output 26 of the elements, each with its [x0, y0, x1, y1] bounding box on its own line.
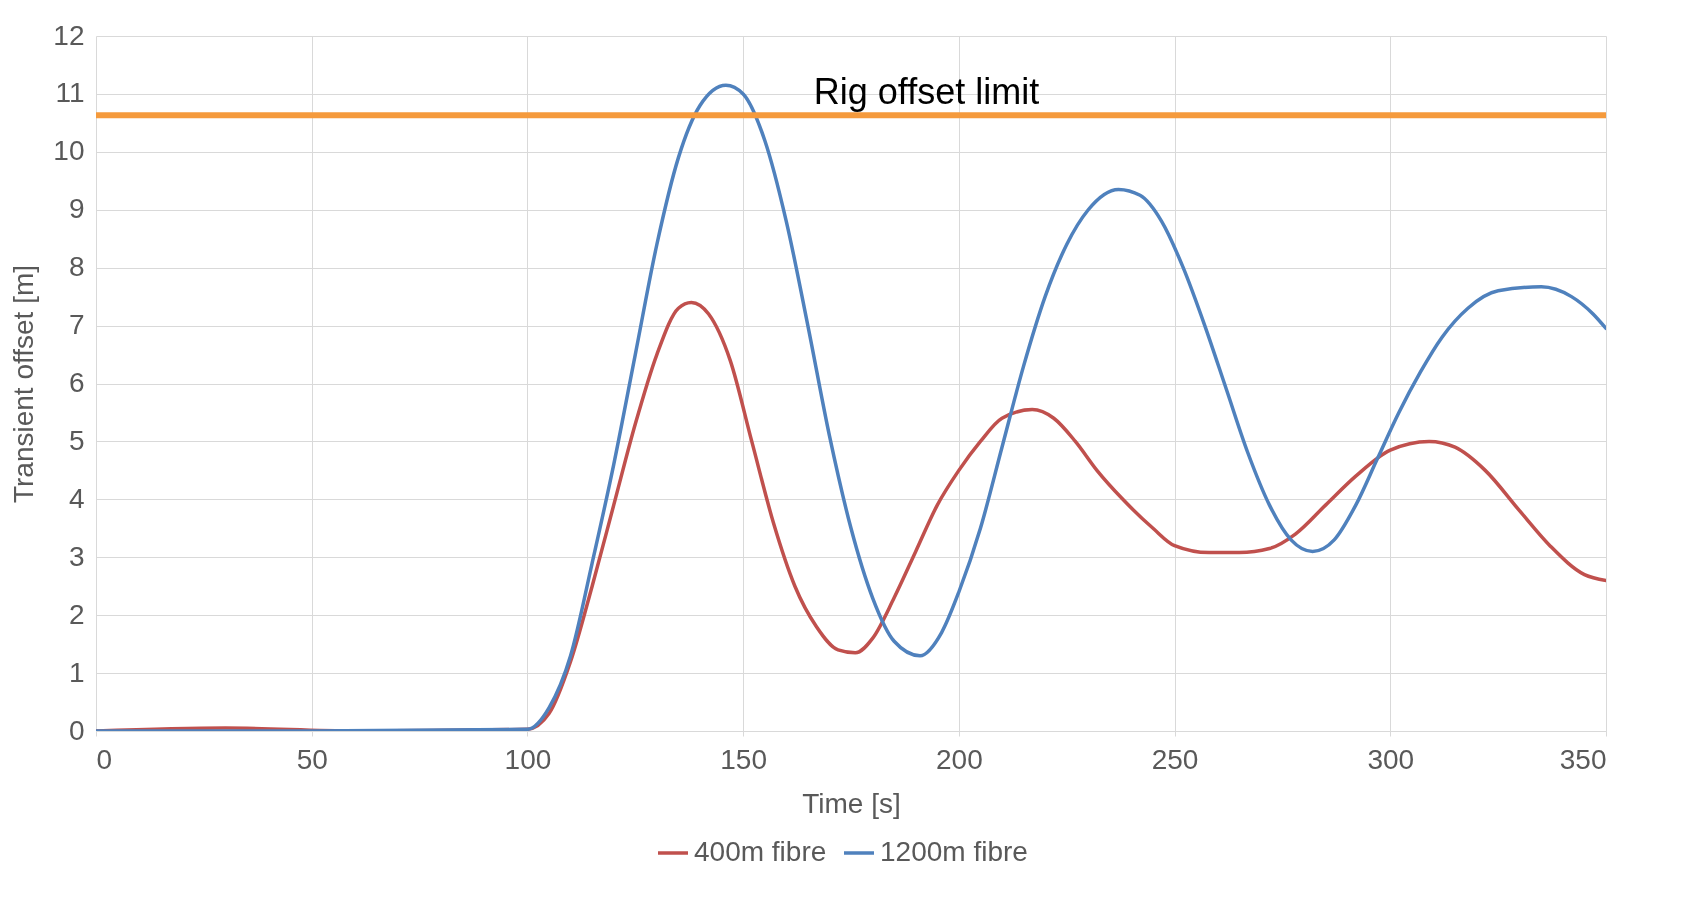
y-tick-label: 4: [68, 482, 85, 514]
y-tick-label: 5: [68, 424, 85, 456]
y-tick-label: 8: [68, 251, 85, 283]
y-tick-label: 6: [68, 367, 85, 398]
y-tick-label: 12: [53, 19, 85, 51]
y-axis-title: Transient offset [m]: [8, 264, 40, 504]
x-tick-label: 300: [1367, 743, 1415, 775]
x-axis-title: Time [s]: [802, 787, 901, 819]
y-tick-label: 1: [68, 656, 85, 688]
x-tick-label: 0: [96, 743, 113, 775]
x-tick-label: 200: [936, 743, 983, 775]
legend-label: 1200m fibre: [880, 836, 1028, 867]
x-tick-label: 350: [1559, 743, 1607, 775]
y-tick-label: 7: [68, 309, 85, 341]
y-tick-label: 2: [68, 598, 85, 630]
y-tick-label: 10: [53, 135, 85, 167]
ref-line-label: Rig offset limit: [813, 71, 1040, 113]
y-tick-label: 0: [68, 714, 85, 746]
x-tick-label: 50: [296, 743, 328, 775]
x-tick-label: 100: [504, 743, 552, 775]
y-tick-label: 3: [68, 540, 85, 572]
y-tick-label: 9: [68, 193, 85, 225]
legend-label: 400m fibre: [694, 836, 827, 867]
x-tick-label: 150: [720, 743, 767, 775]
x-tick-label: 250: [1151, 743, 1199, 775]
y-tick-label: 11: [55, 77, 85, 109]
